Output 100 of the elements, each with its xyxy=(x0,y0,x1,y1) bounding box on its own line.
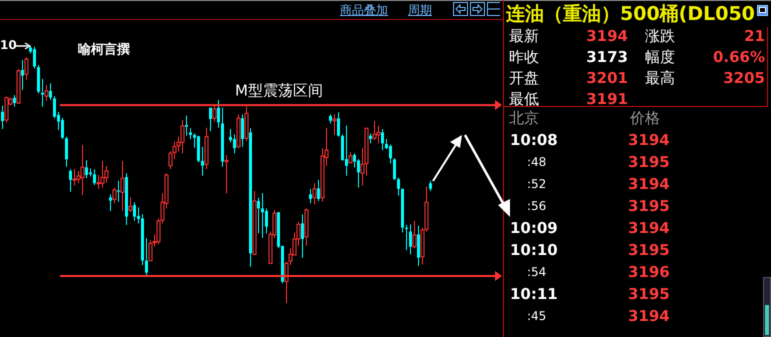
candlestick xyxy=(65,136,68,168)
text: 昨收 xyxy=(509,47,539,67)
text: 商品叠加 xyxy=(340,2,388,18)
candlestick xyxy=(217,99,220,128)
text: 10:08 xyxy=(510,130,558,150)
annotation: 喻柯言撰 xyxy=(78,41,130,58)
candlestick xyxy=(128,196,132,212)
text: 3195 xyxy=(628,240,670,260)
text: 最低 xyxy=(509,89,539,109)
candlestick xyxy=(353,152,356,168)
candlestick xyxy=(337,112,340,138)
candlestick xyxy=(309,188,312,204)
candlestick xyxy=(53,96,56,119)
text: 21 xyxy=(743,26,765,46)
candlestick xyxy=(372,120,376,141)
candlestick xyxy=(49,82,52,100)
text: 3191 xyxy=(585,89,628,109)
candlestick xyxy=(61,117,64,140)
text: :56 xyxy=(527,198,546,215)
candlestick xyxy=(21,59,24,90)
text: 3194 xyxy=(628,218,670,238)
candlestick xyxy=(1,105,4,130)
candlestick xyxy=(241,114,244,148)
text: 3195 xyxy=(628,152,670,172)
text: 3173 xyxy=(585,47,628,67)
candlestick xyxy=(197,136,200,163)
text: :48 xyxy=(527,154,546,171)
candlestick xyxy=(381,128,384,151)
text: 幅度 xyxy=(645,47,675,67)
text: 3194 xyxy=(628,130,670,150)
candlestick xyxy=(37,64,40,94)
text: 开盘 xyxy=(509,68,539,88)
candlestick xyxy=(80,144,84,196)
text: 3194 xyxy=(628,174,670,194)
candlestick xyxy=(69,168,72,192)
candlestick xyxy=(201,146,204,176)
text: 3194 xyxy=(585,26,628,46)
candlestick xyxy=(317,179,320,202)
text: 连油（重油）500桶(DL050 xyxy=(506,2,756,26)
text: 北京 xyxy=(509,108,539,128)
candlestick xyxy=(209,108,212,132)
candlestick xyxy=(345,125,348,176)
candlestick xyxy=(357,158,360,188)
candlestick xyxy=(412,220,416,249)
text: 最高 xyxy=(645,68,675,88)
candlestick xyxy=(393,158,396,180)
candlestick xyxy=(409,224,412,255)
candlestick xyxy=(109,194,112,212)
text: 10:11 xyxy=(510,284,558,304)
candlestick xyxy=(145,238,148,276)
candlestick xyxy=(221,107,224,168)
candlestick xyxy=(332,114,336,136)
candlestick xyxy=(397,177,400,196)
text: 3194 xyxy=(628,306,670,326)
candlestick xyxy=(417,225,420,266)
candlestick xyxy=(224,154,228,194)
candlestick xyxy=(249,128,252,268)
candlestick xyxy=(141,214,144,266)
candlestick xyxy=(85,160,88,179)
text: :52 xyxy=(527,176,546,193)
candlestick xyxy=(33,46,36,69)
candlestick xyxy=(125,172,128,226)
text: 3201 xyxy=(585,68,628,88)
candlestick xyxy=(72,168,76,186)
text: :54 xyxy=(527,264,546,281)
ref-line-label: M型震荡区间 xyxy=(235,82,323,100)
text: 10:10 xyxy=(510,240,558,260)
candlestick xyxy=(13,94,16,108)
candlestick xyxy=(261,192,264,238)
candlestick xyxy=(252,190,256,255)
candlestick xyxy=(265,208,268,234)
candlestick xyxy=(405,224,408,251)
candlestick xyxy=(189,128,192,140)
candlestick xyxy=(329,114,332,124)
candlestick xyxy=(120,160,124,212)
text: :45 xyxy=(527,308,546,325)
candlestick xyxy=(301,214,304,258)
candlestick xyxy=(133,202,136,222)
text: 10:09 xyxy=(510,218,558,238)
text: 0.66% xyxy=(712,47,765,67)
candlestick xyxy=(401,188,404,233)
text: 价格 xyxy=(630,108,660,128)
text: 3196 xyxy=(628,262,670,282)
candlestick xyxy=(376,125,380,144)
candlestick xyxy=(100,160,104,188)
candlestick xyxy=(257,197,260,234)
candlestick xyxy=(429,180,432,192)
candlestick xyxy=(93,168,96,186)
text: 3195 xyxy=(628,284,670,304)
text: 3195 xyxy=(628,196,670,216)
text: 涨跌 xyxy=(645,26,675,46)
candlestick xyxy=(304,208,308,246)
text: 3205 xyxy=(722,68,765,88)
text: 周期 xyxy=(408,2,432,18)
candlestick xyxy=(233,134,236,154)
candlestick xyxy=(180,120,184,154)
candlestick xyxy=(204,127,208,170)
candlestick xyxy=(312,182,316,205)
candlestick xyxy=(369,132,372,144)
candlestick xyxy=(389,144,392,164)
